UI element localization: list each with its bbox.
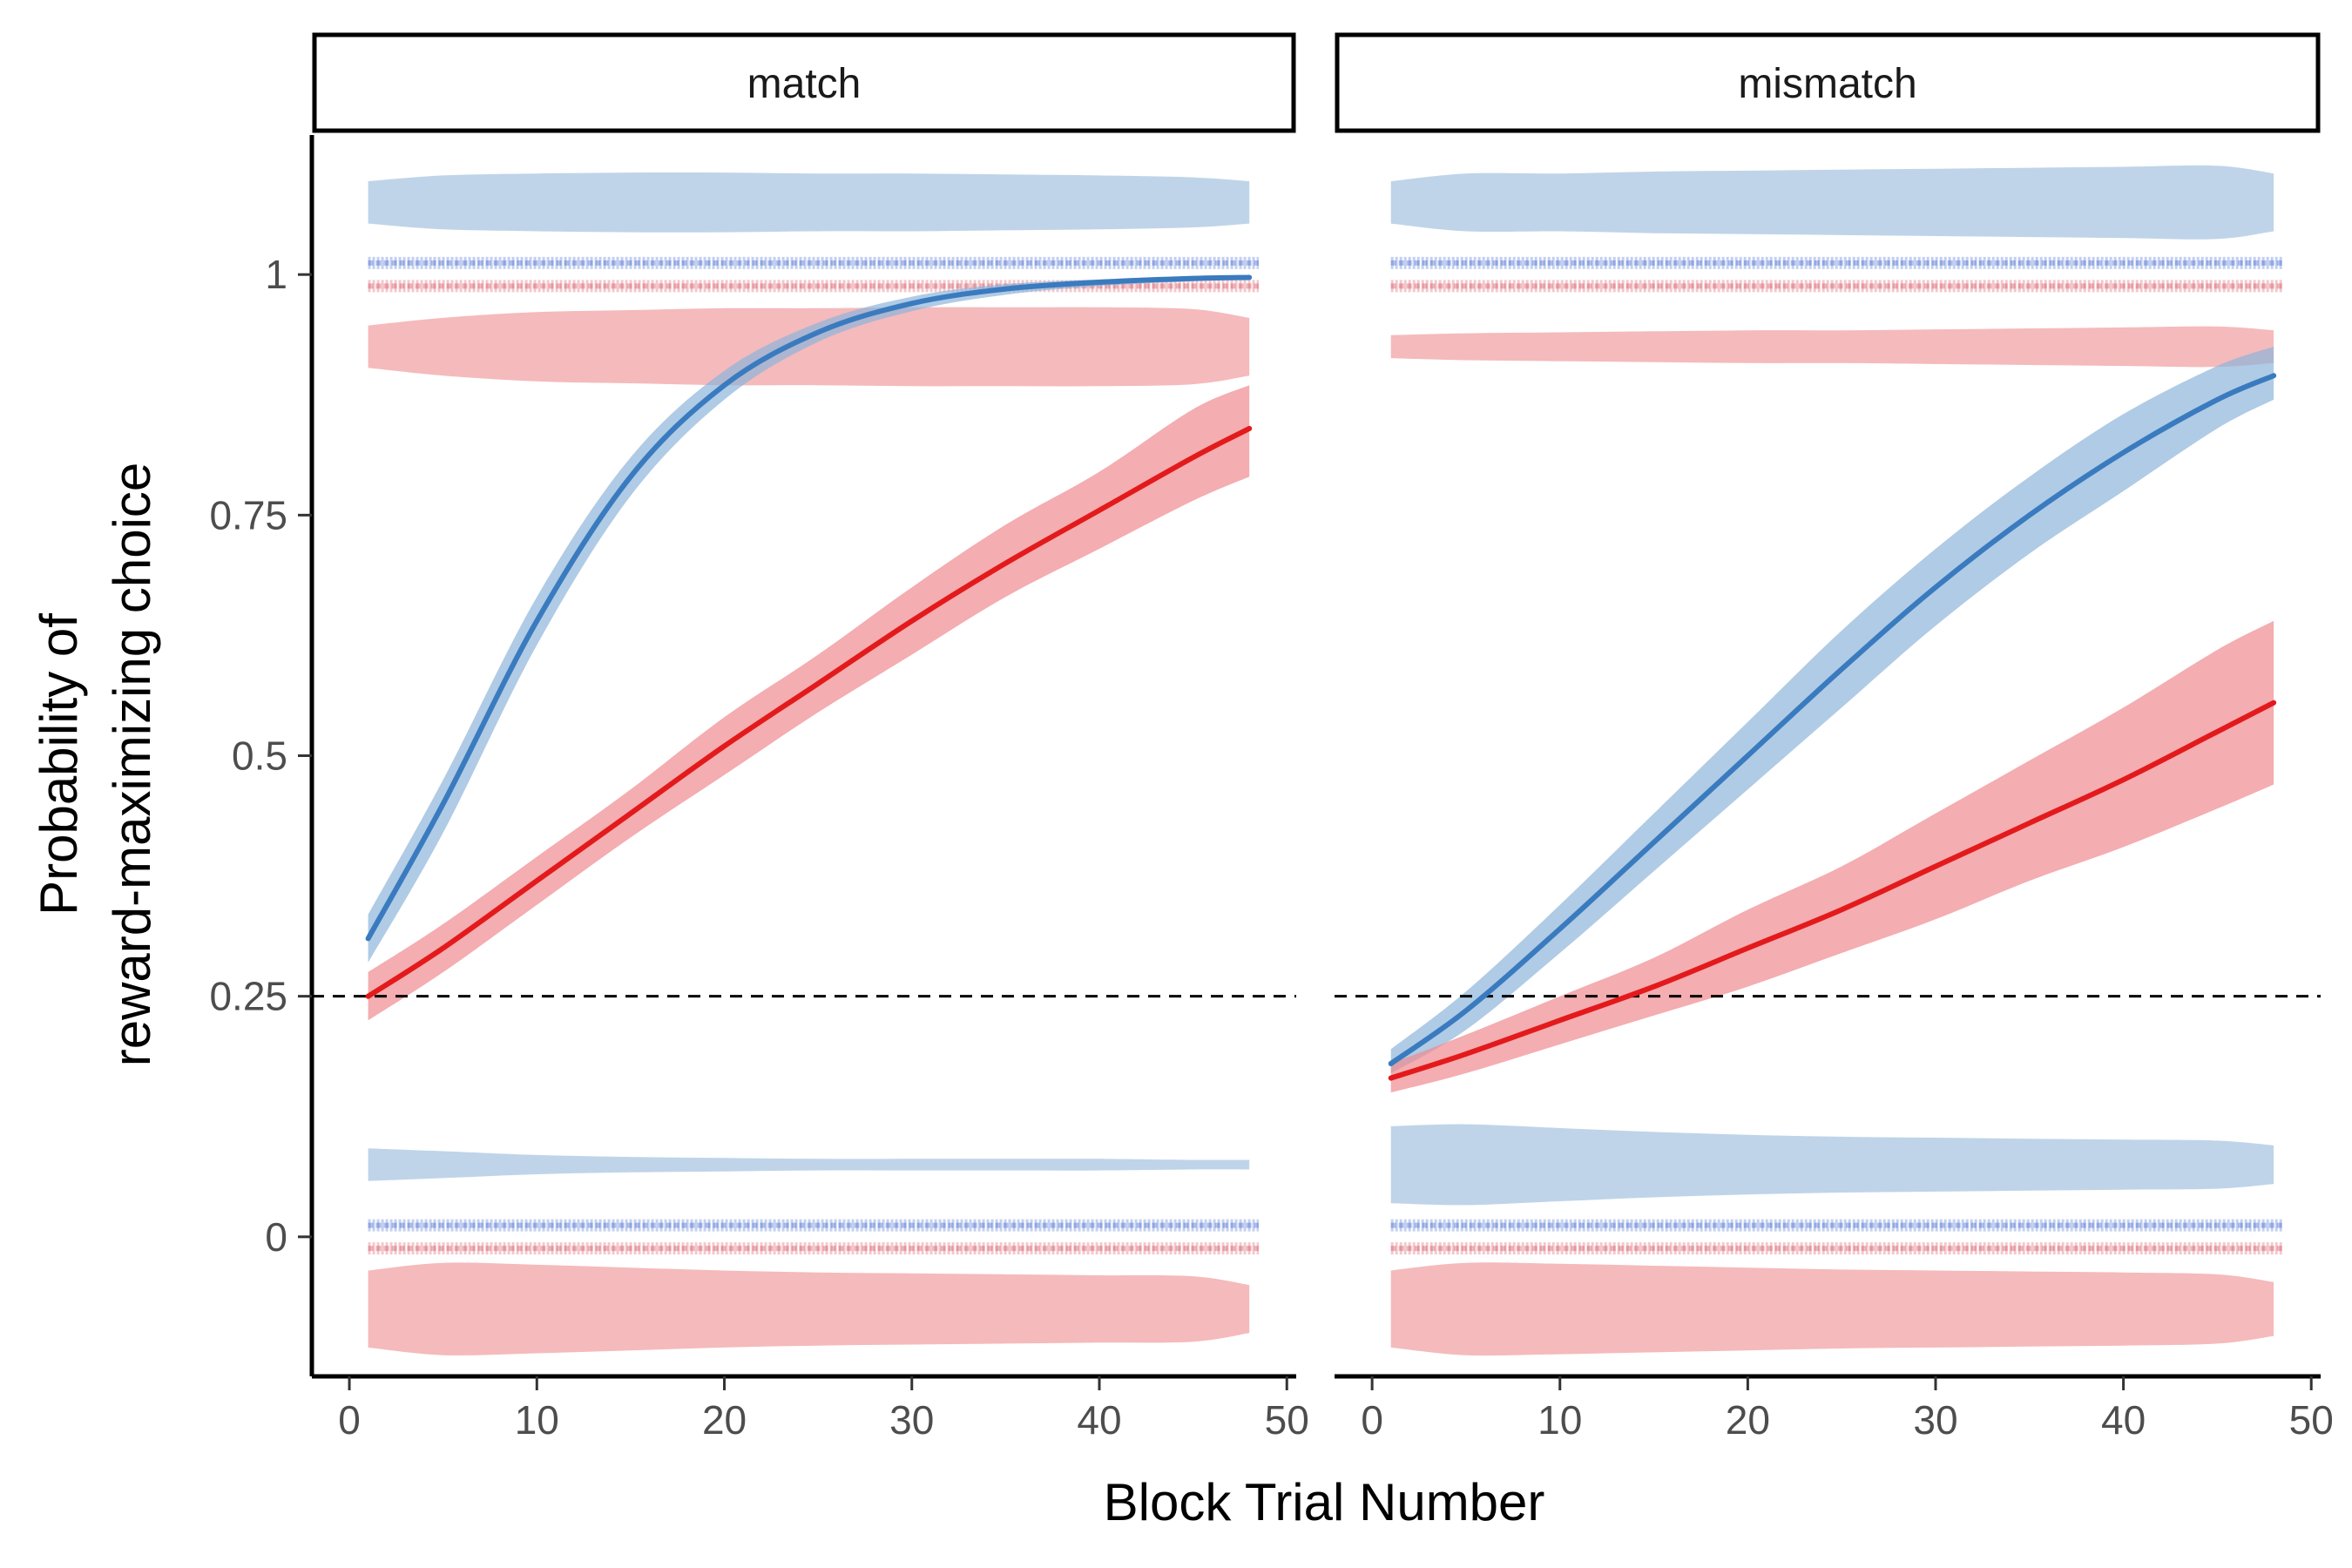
y-tick-label: 0.75 [209, 492, 287, 537]
panels-layer: match 0 10 20 30 40 50 0 0.25 0.5 0.75 1 mismatch 0 10… [209, 32, 2334, 1443]
x-tick-label: 40 [1077, 1397, 1121, 1443]
y-axis-title-line-1: Probability of [30, 613, 88, 916]
violin-blue [1390, 1124, 2274, 1206]
y-tick-label: 1 [265, 252, 287, 297]
panel-mismatch: mismatch 0 10 20 30 40 50 [1335, 32, 2334, 1443]
violin-red [1390, 326, 2274, 368]
violin-red [1390, 1262, 2274, 1356]
x-tick-label: 0 [338, 1397, 361, 1443]
y-tick-label: 0.25 [209, 974, 287, 1019]
fitted-line-blue [365, 274, 1253, 942]
x-tick-label: 40 [2101, 1397, 2146, 1443]
y-tick-label: 0.5 [232, 733, 287, 779]
x-tick-label: 20 [702, 1397, 747, 1443]
x-tick-label: 30 [889, 1397, 934, 1443]
confidence-band-blue [368, 275, 1250, 963]
facet-strip-label: match [747, 61, 862, 107]
confidence-band-red [1390, 620, 2274, 1093]
facet-strip-box [1335, 32, 2321, 133]
violin-blue [1390, 165, 2274, 240]
violin-blue [368, 172, 1250, 233]
fitted-line-red [365, 425, 1253, 999]
confidence-band-red [368, 385, 1250, 1021]
x-tick-label: 50 [1265, 1397, 1309, 1443]
violin-blue [368, 1148, 1250, 1181]
violin-red [368, 307, 1250, 387]
fitted-line-blue [1388, 373, 2277, 1066]
x-tick-label: 50 [2289, 1397, 2334, 1443]
y-axis-title-line-2: reward-maximizing choice [103, 463, 161, 1067]
y-tick-label: 0 [265, 1214, 287, 1260]
panel-match: match 0 10 20 30 40 50 0 0.25 0.5 0.75 1 [209, 32, 1309, 1443]
x-tick-label: 10 [515, 1397, 559, 1443]
facet-strip-label: mismatch [1738, 61, 1916, 107]
x-tick-label: 0 [1361, 1397, 1383, 1443]
confidence-band-blue [1390, 347, 2274, 1073]
x-axis-title: Block Trial Number [1104, 1473, 1545, 1531]
facet-strip-box [312, 32, 1296, 133]
x-tick-label: 10 [1538, 1397, 1582, 1443]
fitted-line-red [1388, 700, 2277, 1081]
x-tick-label: 20 [1726, 1397, 1770, 1443]
x-tick-label: 30 [1913, 1397, 1957, 1443]
violin-red [368, 1262, 1250, 1355]
